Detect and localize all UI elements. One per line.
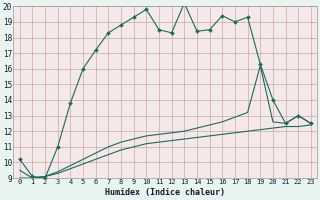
X-axis label: Humidex (Indice chaleur): Humidex (Indice chaleur)	[105, 188, 225, 197]
